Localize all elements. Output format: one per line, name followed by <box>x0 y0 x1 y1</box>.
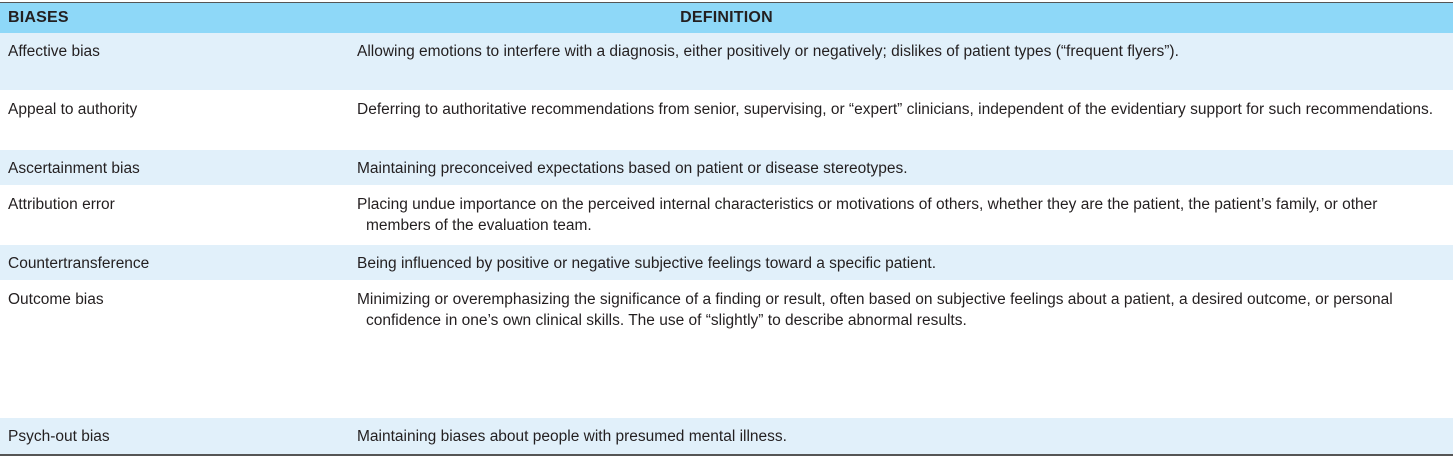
bottom-rule <box>0 454 1453 456</box>
bias-term: Attribution error <box>8 196 115 213</box>
bias-term: Affective bias <box>8 43 100 60</box>
column-header-definition: DEFINITION <box>680 9 773 26</box>
bias-term: Ascertainment bias <box>8 160 140 177</box>
bias-definition: Being influenced by positive or negative… <box>357 255 937 272</box>
bias-term: Appeal to authority <box>8 101 138 118</box>
table-row: Attribution error Placing undue importan… <box>0 185 1453 244</box>
bias-definition: Maintaining preconceived expectations ba… <box>357 160 908 177</box>
bias-definition: Minimizing or overemphasizing the signif… <box>357 291 1393 329</box>
bias-definition: Maintaining biases about people with pre… <box>357 428 787 445</box>
bias-definition: Deferring to authoritative recommendatio… <box>357 101 1434 118</box>
column-header-biases: BIASES <box>8 9 69 26</box>
bias-term: Countertransference <box>8 255 150 272</box>
table-header: BIASES DEFINITION <box>0 2 1453 33</box>
bias-definition: Allowing emotions to interfere with a di… <box>357 43 1179 60</box>
table-row: Psych-out bias Maintaining biases about … <box>0 417 1453 454</box>
bias-term: Psych-out bias <box>8 428 110 445</box>
bias-definition: Placing undue importance on the perceive… <box>357 196 1378 234</box>
table-row: Outcome bias Minimizing or overemphasizi… <box>0 280 1453 417</box>
table-row: Affective bias Allowing emotions to inte… <box>0 33 1453 90</box>
bias-term: Outcome bias <box>8 291 104 308</box>
table-row: Ascertainment bias Maintaining preconcei… <box>0 149 1453 185</box>
table-row: Countertransference Being influenced by … <box>0 244 1453 280</box>
table-row: Appeal to authority Deferring to authori… <box>0 90 1453 149</box>
